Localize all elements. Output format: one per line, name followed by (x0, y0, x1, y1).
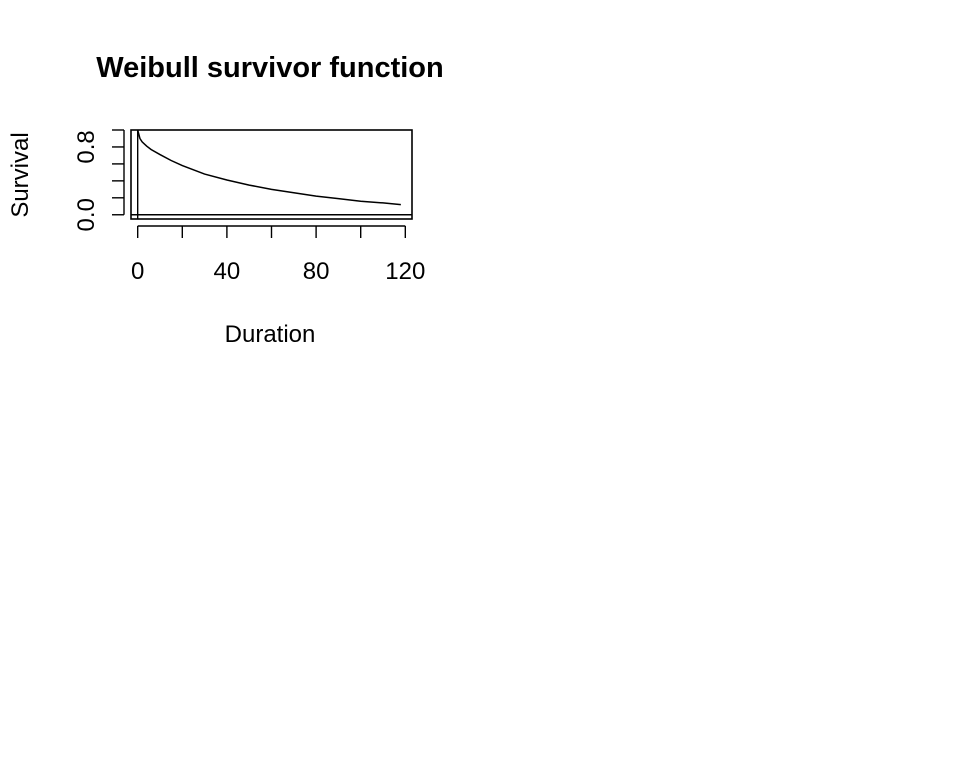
survival-curve (136, 129, 401, 206)
x-tick-label: 80 (303, 258, 330, 285)
y-axis: 0.0 0.8 (73, 129, 125, 231)
x-tick-label: 120 (385, 258, 425, 285)
x-axis-label: Duration (225, 321, 316, 348)
plot-frame (130, 129, 413, 220)
x-tick-label: 0 (131, 258, 144, 285)
y-tick-label: 0.8 (73, 130, 100, 163)
x-axis: 0 40 80 120 (131, 225, 425, 285)
y-tick-label: 0.0 (73, 198, 100, 231)
y-axis-label: Survival (7, 132, 34, 217)
x-tick-label: 40 (214, 258, 241, 285)
chart-title: Weibull survivor function (96, 52, 444, 84)
